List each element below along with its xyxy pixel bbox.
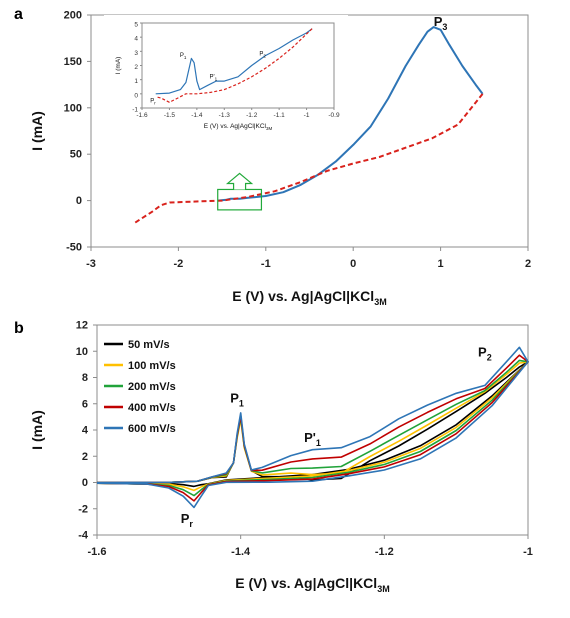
panel-b-y-tick-label: 8 <box>82 372 88 384</box>
panel-a-x-axis-title: E (V) vs. Ag|AgCl|KCl3M <box>232 288 386 307</box>
panel-b-y-tick-label: 10 <box>76 346 88 358</box>
inset-background <box>104 15 348 140</box>
inset-y-tick-label: 1 <box>134 78 138 85</box>
inset-x-tick-label: -0.9 <box>328 112 340 119</box>
panel-b-peak-label: P2 <box>478 345 492 363</box>
panel-a-x-tick-label: -2 <box>174 258 184 270</box>
panel-b-x-tick-label: -1.4 <box>231 546 251 558</box>
panel-b-y-tick-label: 4 <box>82 425 89 437</box>
inset-y-tick-label: 4 <box>134 36 138 43</box>
panel-a-y-tick-label: 100 <box>64 102 82 114</box>
panel-a-y-tick-label: 150 <box>64 56 82 68</box>
legend-label: 400 mV/s <box>128 402 176 414</box>
panel-b-peak-label: P'1 <box>304 430 321 448</box>
panel-b-peak-label: P1 <box>230 390 244 408</box>
inset-x-tick-label: -1 <box>304 112 310 119</box>
inset-y-tick-label: -1 <box>132 107 138 114</box>
panel-b-x-tick-label: -1 <box>523 546 533 558</box>
inset-peak-label: P1 <box>180 53 187 60</box>
panel-a-y-tick-label: -50 <box>66 242 82 254</box>
panel-b-y-tick-label: 0 <box>82 477 88 489</box>
legend-label: 200 mV/s <box>128 381 176 393</box>
inset-x-tick-label: -1.2 <box>246 112 258 119</box>
inset-peak-label: P2 <box>259 52 266 59</box>
panel-a-y-tick-label: 0 <box>76 195 82 207</box>
inset-y-tick-label: 2 <box>134 64 138 71</box>
inset-y-tick-label: 0 <box>134 92 138 99</box>
panel-a-peak-label: P3 <box>434 14 448 32</box>
panel-a-x-tick-label: 1 <box>438 258 444 270</box>
panel-a-y-tick-label: 200 <box>64 10 82 22</box>
panel-b-y-tick-label: -4 <box>78 530 89 542</box>
inset-y-tick-label: 3 <box>134 50 138 57</box>
panel-b-x-tick-label: -1.2 <box>375 546 394 558</box>
panel-b-y-tick-label: 2 <box>82 451 88 463</box>
inset-reverse-scan-line <box>155 28 313 103</box>
panel-b-y-axis-title: I (mA) <box>29 410 45 450</box>
panel-a-x-tick-label: 2 <box>525 258 531 270</box>
legend-label: 50 mV/s <box>128 339 170 351</box>
inset-x-tick-label: -1.5 <box>164 112 176 119</box>
panel-a-x-tick-label: -1 <box>261 258 271 270</box>
inset-x-tick-label: -1.1 <box>274 112 286 119</box>
panel-b-series-line <box>96 346 529 509</box>
inset-y-axis-title: I (mA) <box>115 57 122 75</box>
panel-b-x-tick-label: -1.6 <box>88 546 107 558</box>
legend-label: 600 mV/s <box>128 423 176 435</box>
inset-peak-label: P'1 <box>209 74 217 81</box>
zoom-arrow-icon <box>225 172 254 190</box>
panel-b-y-tick-label: -2 <box>78 503 88 515</box>
panel-a-x-tick-label: -3 <box>86 258 96 270</box>
legend-label: 100 mV/s <box>128 360 176 372</box>
panel-b-label: b <box>14 320 24 337</box>
inset-peak-label: Pr <box>150 98 156 105</box>
panel-b-y-tick-label: 6 <box>82 398 88 410</box>
panel-a-label: a <box>14 6 23 23</box>
inset-x-tick-label: -1.4 <box>191 112 203 119</box>
inset-y-tick-label: 5 <box>134 22 138 29</box>
inset-forward-scan-line <box>155 28 313 95</box>
panel-b: b -1.6 -1.4 -1.2 -1 -4 -2 0 2 4 6 8 10 12 50 mV/s 100… <box>14 320 533 595</box>
inset-x-axis-title: E (V) vs. Ag|AgCl|KCl3M <box>204 123 273 131</box>
inset-x-tick-label: -1.3 <box>219 112 231 119</box>
panel-a-y-tick-label: 50 <box>70 149 82 161</box>
panel-b-peak-label: Pr <box>181 511 194 529</box>
panel-a-reverse-scan-line <box>134 93 484 224</box>
panel-a-y-axis-title: I (mA) <box>29 111 45 151</box>
panel-b-y-tick-label: 12 <box>76 320 88 332</box>
panel-b-x-axis-title: E (V) vs. Ag|AgCl|KCl3M <box>235 575 389 594</box>
panel-a-x-tick-label: 0 <box>350 258 356 270</box>
inset-x-tick-label: -1.6 <box>136 112 148 119</box>
